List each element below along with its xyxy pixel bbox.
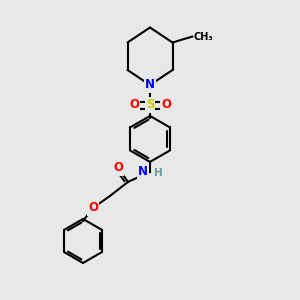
Text: N: N	[138, 165, 148, 178]
Text: S: S	[146, 98, 154, 112]
Text: N: N	[145, 79, 155, 92]
Text: H: H	[154, 168, 163, 178]
Text: O: O	[129, 98, 139, 112]
Text: O: O	[113, 161, 123, 174]
Text: O: O	[161, 98, 171, 112]
Text: CH₃: CH₃	[194, 32, 213, 41]
Text: O: O	[88, 201, 98, 214]
